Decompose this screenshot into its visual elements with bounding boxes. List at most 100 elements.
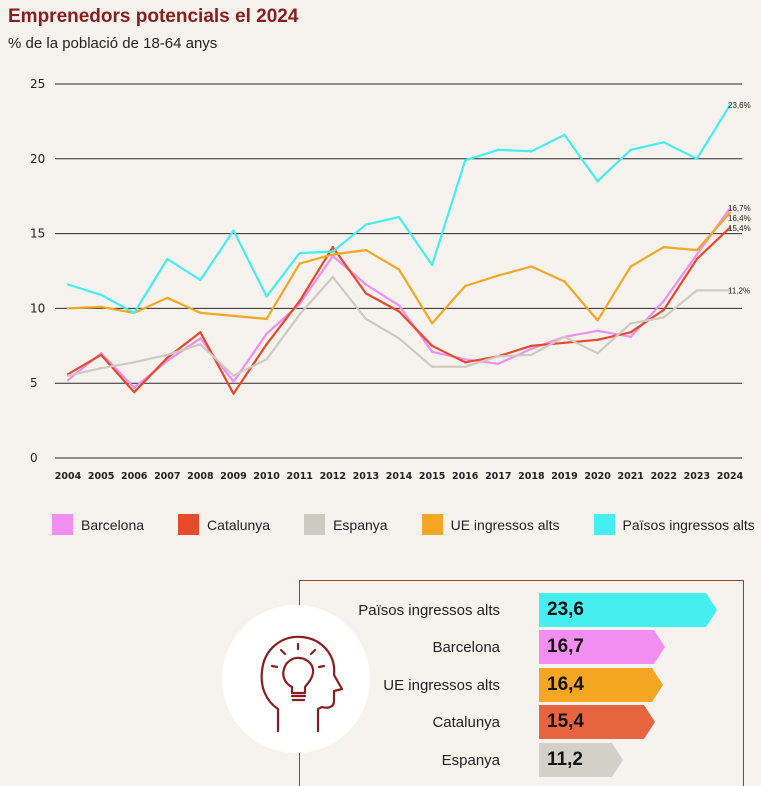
data-point: [728, 289, 732, 292]
legend-swatch: [304, 514, 326, 535]
ranking-bar: 23,6: [539, 593, 717, 627]
data-point: [430, 344, 434, 347]
data-point: [99, 367, 103, 370]
data-point: [397, 304, 401, 307]
data-point: [66, 307, 70, 310]
data-point: [166, 353, 169, 356]
head-lightbulb-icon: [222, 605, 370, 753]
x-tick-label: 2023: [684, 471, 710, 482]
data-point: [397, 215, 401, 219]
data-point: [530, 150, 533, 153]
ranking-row-barcelona: Barcelona 16,7: [300, 630, 740, 664]
end-value-label: 16,4%: [728, 214, 751, 223]
data-point: [199, 278, 202, 282]
ranking-label: Espanya: [441, 751, 500, 769]
y-tick-label: 25: [30, 77, 45, 91]
legend-swatch: [178, 514, 200, 535]
data-point: [265, 343, 268, 346]
data-point: [166, 296, 169, 300]
y-tick-label: 20: [30, 152, 45, 166]
data-point: [695, 157, 699, 160]
data-point: [265, 317, 268, 321]
legend-label: UE ingressos alts: [450, 516, 560, 533]
data-point: [133, 361, 136, 364]
x-tick-label: 2015: [419, 471, 445, 482]
legend-label: Catalunya: [207, 516, 271, 533]
data-point: [629, 322, 632, 325]
data-point: [331, 275, 334, 279]
data-point: [199, 343, 202, 346]
series-line: [67, 104, 731, 314]
data-point: [66, 374, 70, 377]
ranking-value: 11,2: [547, 749, 583, 770]
data-point: [66, 379, 70, 382]
legend-label: Barcelona: [81, 516, 145, 533]
data-point: [464, 284, 467, 288]
x-tick-label: 2009: [220, 471, 246, 482]
ranking-label: Barcelona: [432, 638, 500, 656]
data-point: [397, 337, 401, 340]
data-point: [166, 356, 169, 359]
legend-swatch: [421, 514, 443, 535]
data-point: [133, 390, 136, 394]
data-point: [728, 206, 732, 210]
data-point: [596, 338, 599, 342]
legend-item-barcelona: Barcelona: [52, 514, 144, 535]
data-point: [133, 386, 136, 389]
data-point: [530, 353, 533, 356]
data-point: [265, 358, 268, 361]
data-point: [497, 362, 500, 365]
ranking-label: Catalunya: [432, 713, 500, 731]
legend-item-espanya: Espanya: [304, 514, 388, 535]
data-point: [662, 245, 665, 249]
data-point: [728, 103, 732, 107]
data-point: [430, 365, 434, 368]
x-tick-label: 2018: [518, 471, 545, 482]
data-point: [430, 322, 434, 325]
data-point: [464, 358, 467, 361]
data-point: [629, 265, 632, 268]
data-point: [364, 283, 368, 286]
data-point: [331, 253, 334, 256]
x-tick-label: 2016: [452, 471, 479, 482]
x-tick-label: 2008: [187, 471, 214, 482]
data-point: [497, 355, 500, 358]
legend-item-catalunya: Catalunya: [178, 514, 270, 535]
data-point: [728, 211, 732, 214]
data-point: [464, 365, 467, 368]
x-tick-label: 2020: [584, 471, 611, 482]
data-point: [464, 361, 467, 364]
data-point: [133, 311, 136, 315]
data-point: [364, 223, 368, 226]
data-point: [662, 316, 665, 319]
data-point: [99, 293, 103, 297]
ranking-label: UE ingressos alts: [383, 676, 500, 694]
end-value-label: 23,6%: [728, 101, 751, 110]
x-tick-label: 2022: [651, 471, 677, 482]
data-point: [430, 263, 434, 267]
data-point: [629, 148, 632, 152]
data-point: [464, 159, 467, 162]
data-point: [662, 141, 665, 144]
data-point: [497, 274, 500, 277]
data-point: [695, 289, 699, 292]
ranking-bar: 11,2: [539, 743, 623, 777]
data-point: [331, 245, 334, 249]
x-tick-label: 2011: [286, 471, 312, 482]
data-point: [199, 337, 202, 340]
data-point: [364, 317, 368, 321]
chart-subtitle: % de la població de 18-64 anys: [8, 35, 218, 52]
end-value-label: 11,2%: [728, 286, 750, 295]
data-point: [397, 310, 401, 313]
data-point: [596, 329, 599, 333]
x-tick-label: 2013: [353, 471, 379, 482]
x-tick-label: 2006: [121, 471, 148, 482]
legend-swatch: [593, 514, 615, 535]
data-point: [199, 311, 202, 315]
data-point: [99, 353, 103, 356]
data-point: [265, 295, 268, 298]
ranking-label: Països ingressos alts: [358, 601, 500, 619]
line-chart: 0 5 10 15 20 25 2004 2005 2006 2007 2008 2009 2010 20…: [30, 77, 751, 482]
end-value-label: 16,7%: [728, 204, 751, 213]
data-point: [563, 133, 566, 137]
